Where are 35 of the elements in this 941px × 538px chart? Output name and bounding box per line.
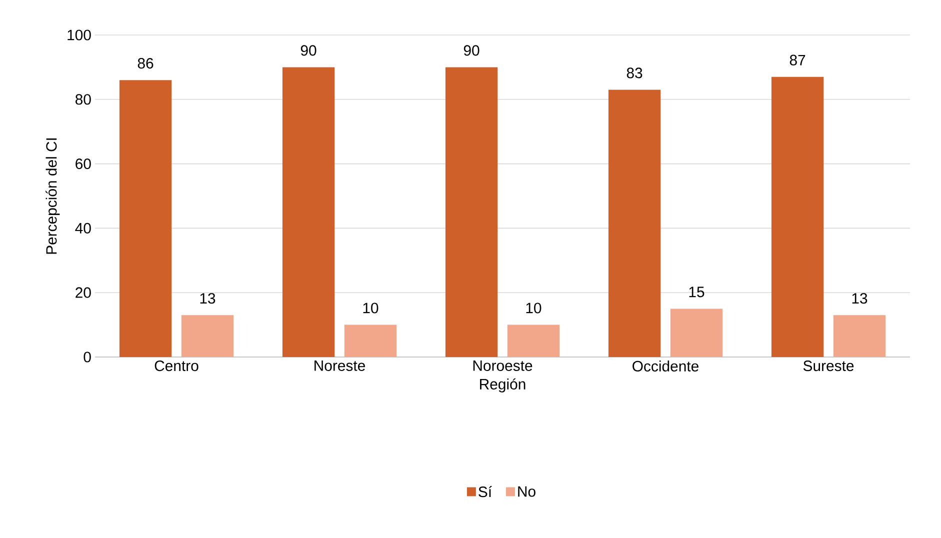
x-tick-label: Noreste [314, 360, 365, 371]
bar [282, 67, 335, 357]
y-tick-label: 40 [75, 222, 91, 234]
data-label: 90 [300, 45, 316, 56]
data-label: 83 [626, 68, 642, 78]
x-axis-title: Región [480, 378, 526, 392]
y-tick-label: 20 [76, 287, 91, 298]
legend-label: No [518, 486, 536, 497]
data-label: 90 [464, 45, 480, 56]
bar [181, 315, 234, 357]
data-label: 10 [363, 302, 378, 314]
data-label: 13 [200, 293, 216, 304]
bar [119, 80, 172, 357]
data-label: 15 [689, 286, 704, 298]
data-label: 87 [790, 54, 806, 66]
bar [608, 90, 661, 357]
data-label: 13 [852, 293, 868, 304]
data-label: 86 [138, 58, 154, 69]
bar [833, 315, 886, 357]
y-tick-label: 80 [76, 94, 91, 105]
bar [771, 76, 824, 357]
x-tick-label: Sureste [803, 360, 854, 372]
bar [507, 324, 560, 357]
y-tick-label: 0 [84, 352, 91, 362]
x-tick-label: Noroeste [473, 360, 532, 371]
legend-label: Sí [478, 486, 492, 498]
bar [344, 324, 397, 357]
y-axis-title: Percepción del CI [46, 138, 60, 254]
bar [445, 67, 498, 357]
y-tick-label: 60 [76, 158, 91, 170]
data-label: 10 [526, 302, 542, 314]
y-tick-label: 100 [68, 30, 91, 40]
x-tick-label: Centro [154, 360, 198, 372]
x-tick-label: Occidente [632, 360, 698, 372]
bar [670, 308, 723, 357]
